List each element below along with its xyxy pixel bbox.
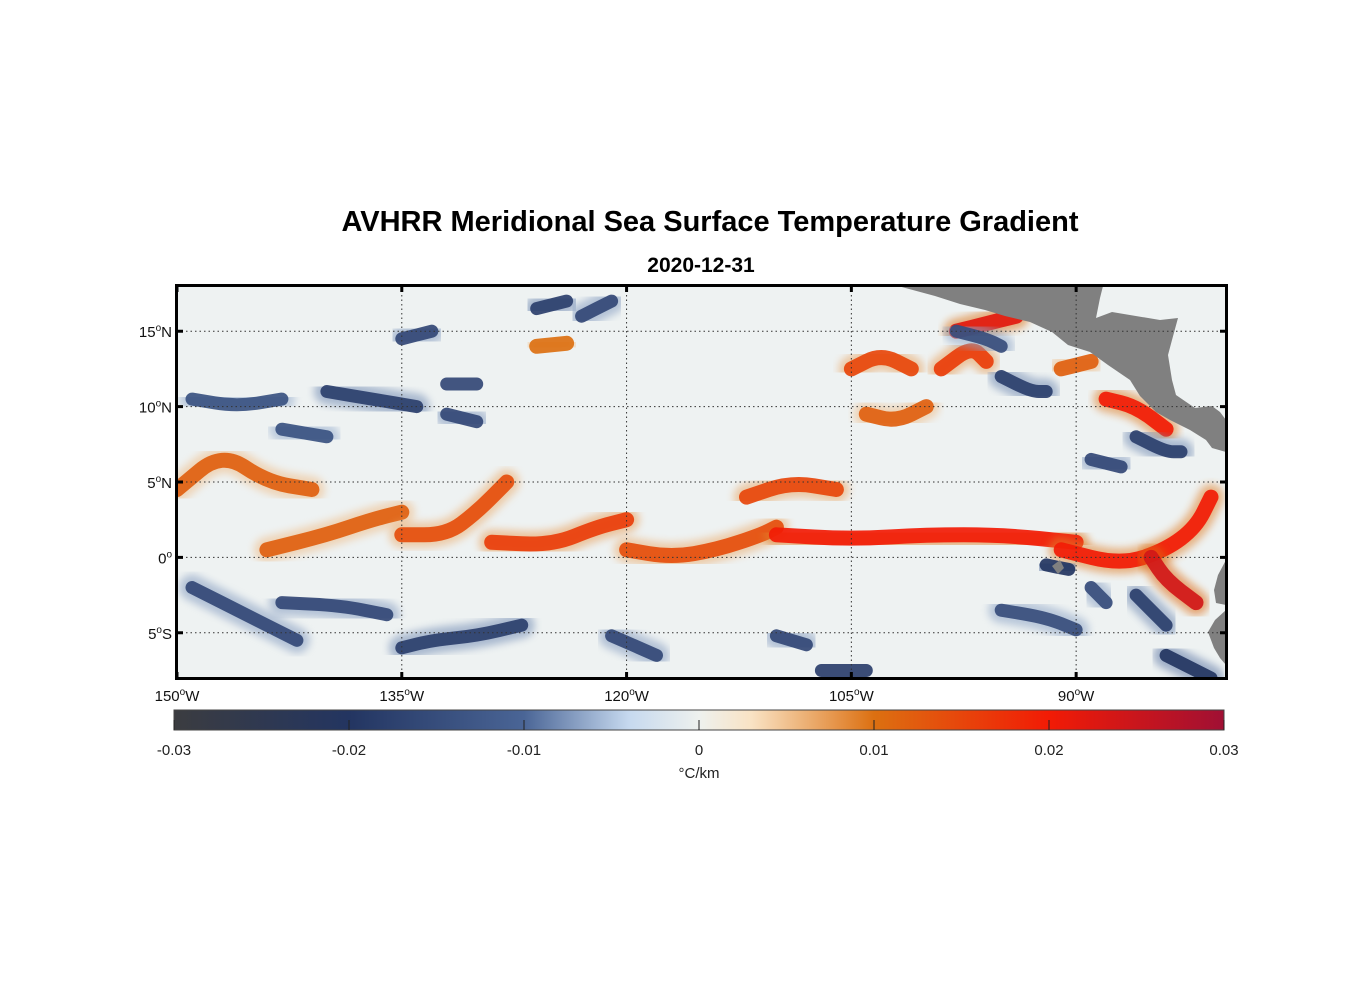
central-america-land <box>898 286 1226 452</box>
warm-gradient-front <box>394 474 515 543</box>
peru-coast-land <box>1208 610 1226 665</box>
map-axes: 150oW 135oW 120oW 105oW 90oW 15oN 10oN 5oN 0o 5oS <box>139 286 1226 705</box>
colorbar-tick-label: 0.02 <box>1034 742 1063 759</box>
cool-gradient-front <box>395 324 439 346</box>
colorbar-tick-label: -0.03 <box>157 742 191 759</box>
cool-gradient-front <box>185 392 289 412</box>
cool-gradient-front <box>530 294 574 316</box>
cool-gradient-front <box>320 385 424 414</box>
x-tick-label: 150oW <box>155 687 201 705</box>
cool-gradient-front <box>395 618 529 655</box>
cool-gradient-front <box>994 370 1053 398</box>
warm-gradient-front <box>843 350 919 377</box>
cool-gradient-front <box>275 422 334 444</box>
warm-gradient-front <box>1143 549 1204 611</box>
warm-gradient-front <box>529 335 575 354</box>
cool-gradient-front <box>1159 648 1218 678</box>
x-tick-label: 135oW <box>379 687 425 705</box>
warm-gradient-front <box>768 527 1084 550</box>
x-tick-label: 105oW <box>829 687 875 705</box>
cool-gradient-front <box>185 581 304 647</box>
cool-gradient-front <box>1129 588 1173 632</box>
y-tick-label: 5oS <box>148 625 172 643</box>
colorbar-tick-label: -0.01 <box>507 742 541 759</box>
y-tick-label: 10oN <box>139 399 172 417</box>
cool-gradient-front <box>440 407 484 429</box>
cool-gradient-front <box>1084 452 1128 474</box>
cool-gradient-front <box>994 603 1083 637</box>
warm-gradient-front <box>1098 391 1174 437</box>
land-masses <box>898 286 1226 665</box>
chart-title: AVHRR Meridional Sea Surface Temperature… <box>341 206 1079 238</box>
cool-gradient-front <box>1129 430 1188 459</box>
warm-gradient-front <box>1053 353 1099 377</box>
cool-gradient-front <box>949 324 1008 353</box>
colorbar-units: °C/km <box>679 765 720 782</box>
warm-gradient-front <box>484 512 635 552</box>
map-frame <box>175 284 1228 680</box>
cool-gradient-front <box>1084 581 1113 610</box>
colorbar-tick-label: -0.02 <box>332 742 366 759</box>
warm-gradient-front <box>177 452 320 497</box>
chart-subtitle: 2020-12-31 <box>647 254 755 277</box>
south-america-land <box>1214 560 1226 605</box>
warm-gradient-front <box>739 477 844 505</box>
cool-gradient-front <box>575 294 619 323</box>
graticule-grid <box>177 286 1226 678</box>
colorbar-tick-label: 0.01 <box>859 742 888 759</box>
warm-gradient-front <box>259 504 410 558</box>
galapagos-island <box>1052 560 1064 574</box>
warm-gradient-front <box>619 519 784 563</box>
cool-gradient-front <box>769 629 813 652</box>
y-tick-label: 0o <box>158 549 172 567</box>
colorbar: -0.03 -0.02 -0.01 0 0.01 0.02 0.03 °C/km <box>157 709 1239 782</box>
y-tick-label: 15oN <box>139 323 172 341</box>
x-tick-label: 90oW <box>1058 687 1095 705</box>
colorbar-tick-label: 0.03 <box>1209 742 1238 759</box>
gradient-field <box>177 288 1224 678</box>
warm-gradient-front <box>858 399 934 427</box>
cool-gradient-front <box>605 629 663 662</box>
colorbar-tick-label: 0 <box>695 742 703 759</box>
warm-gradient-front <box>933 343 994 377</box>
colorbar-ticks: -0.03 -0.02 -0.01 0 0.01 0.02 0.03 <box>157 720 1239 759</box>
y-tick-label: 5oN <box>147 474 172 492</box>
x-tick-label: 120oW <box>604 687 650 705</box>
cool-gradient-front <box>275 596 394 622</box>
